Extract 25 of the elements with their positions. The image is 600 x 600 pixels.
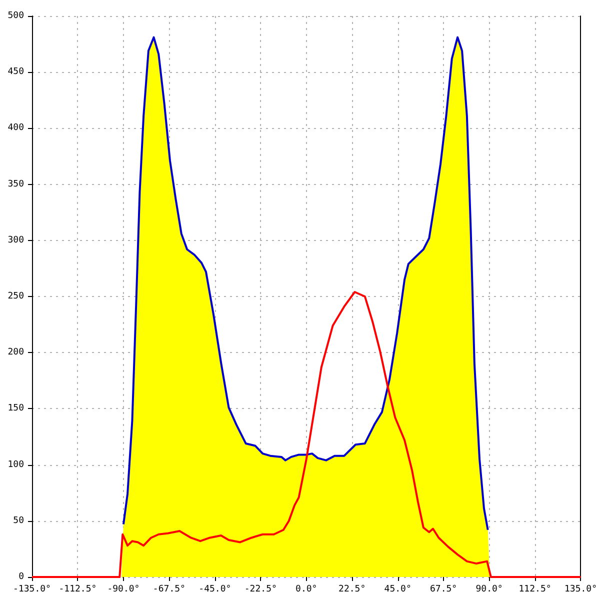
y-tick-label: 200 bbox=[8, 348, 24, 358]
y-tick-label: 150 bbox=[8, 404, 24, 414]
y-tick-label: 0 bbox=[18, 572, 24, 582]
x-tick-label: -135.0° bbox=[13, 584, 51, 594]
x-tick-label: -67.5° bbox=[152, 584, 186, 594]
x-tick-label: 0.0° bbox=[296, 584, 318, 594]
y-tick-label: 50 bbox=[13, 516, 24, 526]
x-tick-label: 135.0° bbox=[564, 584, 597, 594]
line-series bbox=[31, 291, 582, 578]
x-tick-label: -45.0° bbox=[198, 584, 232, 594]
y-tick-label: 400 bbox=[8, 123, 24, 134]
y-tick-label: 500 bbox=[8, 11, 24, 21]
x-tick-label: 90.0° bbox=[476, 584, 503, 594]
y-tick-label: 250 bbox=[8, 292, 24, 302]
y-tick-label: 100 bbox=[8, 460, 24, 470]
x-tick-label: 112.5° bbox=[518, 584, 552, 594]
x-tick-label: 22.5° bbox=[338, 584, 366, 594]
x-tick-label: 45.0° bbox=[384, 584, 412, 594]
x-tick-label: 67.5° bbox=[430, 584, 458, 594]
y-tick-label: 450 bbox=[8, 67, 24, 78]
x-tick-label: -112.5° bbox=[58, 584, 97, 594]
x-tick-label: -22.5° bbox=[244, 584, 277, 594]
x-tick-label: -90.0° bbox=[107, 584, 140, 594]
y-tick-label: 300 bbox=[8, 235, 24, 246]
y-tick-label: 350 bbox=[8, 179, 24, 190]
